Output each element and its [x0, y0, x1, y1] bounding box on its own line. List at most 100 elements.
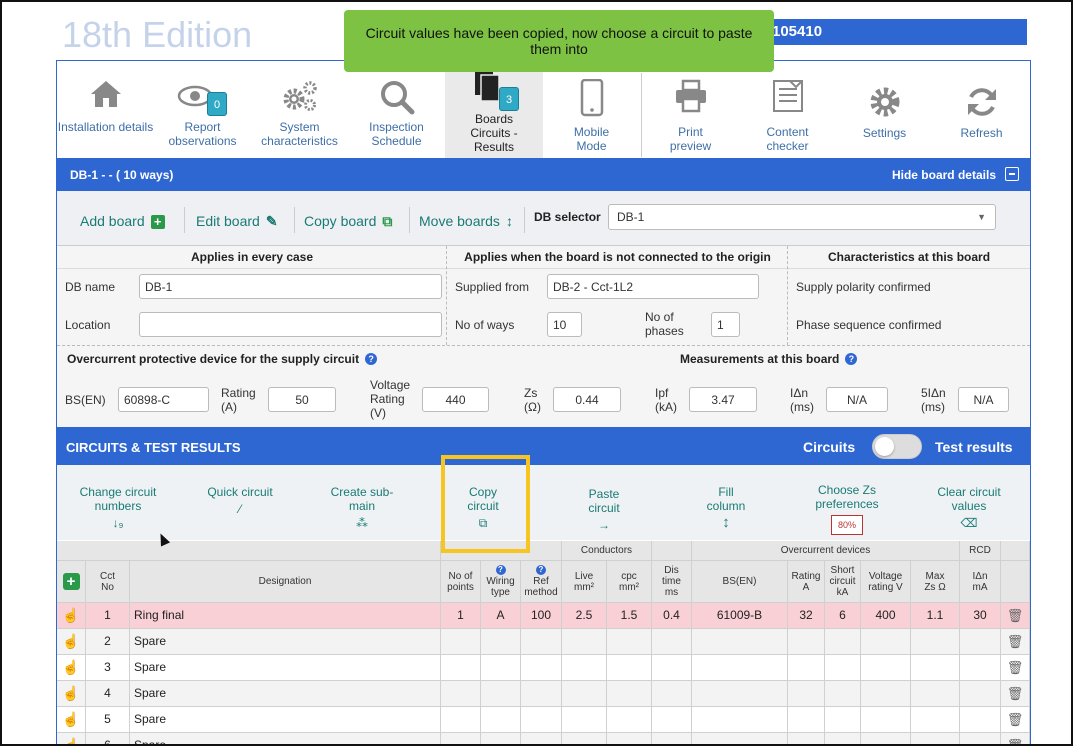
tool-settings[interactable]: Settings: [836, 61, 933, 158]
circuit-cell-maxzs[interactable]: [911, 681, 960, 707]
change-circuit-numbers-button[interactable]: Change circuit numbers ↓₉: [73, 485, 163, 530]
clear-circuit-values-button[interactable]: Clear circuit values ⌫: [927, 485, 1011, 530]
circuit-cell-rating[interactable]: [788, 629, 825, 655]
circuit-cell-short[interactable]: [825, 629, 861, 655]
tool-system-characteristics[interactable]: System characteristics: [251, 61, 348, 158]
circuit-cell-idn[interactable]: [960, 681, 1001, 707]
trash-icon[interactable]: 🗑: [1006, 738, 1024, 746]
circuit-cell-idn[interactable]: [960, 629, 1001, 655]
tool-content-checker[interactable]: Content checker: [739, 61, 836, 158]
help-icon[interactable]: ?: [845, 353, 858, 365]
circuit-cell-idn[interactable]: [960, 733, 1001, 746]
trash-icon[interactable]: 🗑: [1006, 608, 1024, 623]
circuit-cell-cpc[interactable]: [607, 733, 652, 746]
circuit-cell-bsen[interactable]: [692, 707, 788, 733]
circuit-cell-volt[interactable]: [861, 707, 911, 733]
circuit-cell-idn[interactable]: [960, 707, 1001, 733]
hand-pointer-icon[interactable]: ☝: [62, 633, 80, 649]
trash-icon[interactable]: 🗑: [1006, 686, 1024, 701]
circuit-cell-rating[interactable]: 32: [788, 603, 825, 629]
circuit-cell-volt[interactable]: [861, 629, 911, 655]
circuit-cell-cpc[interactable]: [607, 655, 652, 681]
circuit-cell-points[interactable]: [441, 629, 481, 655]
circuit-cell-idn[interactable]: [960, 655, 1001, 681]
circuit-cell-dis[interactable]: [652, 733, 692, 746]
circuit-cell-maxzs[interactable]: [911, 707, 960, 733]
circuit-cell-no[interactable]: 2: [86, 629, 130, 655]
hand-pointer-icon[interactable]: ☝: [62, 685, 80, 701]
bsen-field[interactable]: 60898-C: [118, 387, 209, 412]
circuit-cell-cpc[interactable]: 1.5: [607, 603, 652, 629]
circuit-cell-dis[interactable]: [652, 681, 692, 707]
circuit-cell-maxzs[interactable]: [911, 629, 960, 655]
circuit-cell-no[interactable]: 5: [86, 707, 130, 733]
circuit-cell-dis[interactable]: [652, 629, 692, 655]
location-field[interactable]: [139, 312, 442, 337]
circuit-cell-rating[interactable]: [788, 733, 825, 746]
tool-report-observations[interactable]: 0 Report observations: [154, 61, 251, 158]
circuit-cell-idn[interactable]: 30: [960, 603, 1001, 629]
circuit-cell-no[interactable]: 1: [86, 603, 130, 629]
hand-pointer-icon[interactable]: ☝: [62, 659, 80, 675]
trash-icon[interactable]: 🗑: [1006, 634, 1024, 649]
circuit-cell-maxzs[interactable]: [911, 655, 960, 681]
circuit-cell-live[interactable]: [562, 707, 607, 733]
circuit-cell-no[interactable]: 6: [86, 733, 130, 746]
circuit-cell-rating[interactable]: [788, 707, 825, 733]
add-board-button[interactable]: Add board +: [80, 213, 165, 229]
circuit-cell-rating[interactable]: [788, 655, 825, 681]
trash-icon[interactable]: 🗑: [1006, 712, 1024, 727]
copy-circuit-button[interactable]: Copy circuit ⧉: [455, 485, 511, 530]
circuit-cell-short[interactable]: 6: [825, 603, 861, 629]
circuit-cell-bsen[interactable]: [692, 681, 788, 707]
fill-column-button[interactable]: Fill column ↕: [701, 485, 751, 530]
circuit-cell-cpc[interactable]: [607, 707, 652, 733]
create-sub-main-button[interactable]: Create sub-main ⁂: [327, 485, 397, 530]
circuit-cell-live[interactable]: [562, 655, 607, 681]
circuit-cell-cpc[interactable]: [607, 681, 652, 707]
circuit-cell-points[interactable]: [441, 655, 481, 681]
circuit-cell-bsen[interactable]: [692, 629, 788, 655]
circuit-cell-designation[interactable]: Spare: [130, 681, 441, 707]
circuit-cell-wiring[interactable]: [481, 707, 521, 733]
circuit-cell-points[interactable]: [441, 733, 481, 746]
add-circuit-button[interactable]: +: [62, 573, 80, 590]
circuit-cell-volt[interactable]: 400: [861, 603, 911, 629]
circuit-cell-wiring[interactable]: [481, 629, 521, 655]
circuit-cell-dis[interactable]: [652, 707, 692, 733]
circuit-cell-short[interactable]: [825, 707, 861, 733]
idn5-field[interactable]: N/A: [958, 387, 1009, 412]
circuit-cell-designation[interactable]: Spare: [130, 655, 441, 681]
no-of-ways-field[interactable]: 10: [547, 312, 582, 337]
circuit-cell-wiring[interactable]: [481, 733, 521, 746]
circuit-cell-volt[interactable]: [861, 733, 911, 746]
circuit-cell-live[interactable]: [562, 681, 607, 707]
circuit-cell-bsen[interactable]: 61009-B: [692, 603, 788, 629]
copy-board-button[interactable]: Copy board ⧉: [304, 213, 392, 230]
supplied-from-field[interactable]: DB-2 - Cct-1L2: [547, 274, 759, 299]
tool-print-preview[interactable]: Print preview: [642, 61, 739, 158]
help-icon[interactable]: ?: [365, 353, 378, 365]
circuit-cell-ref[interactable]: [521, 733, 562, 746]
voltage-rating-field[interactable]: 440: [422, 387, 489, 412]
hand-pointer-icon[interactable]: ☝: [62, 607, 80, 623]
circuit-cell-bsen[interactable]: [692, 655, 788, 681]
tool-refresh[interactable]: Refresh: [933, 61, 1030, 158]
circuit-cell-short[interactable]: [825, 681, 861, 707]
hand-pointer-icon[interactable]: ☝: [62, 737, 80, 746]
circuit-cell-points[interactable]: [441, 681, 481, 707]
no-of-phases-field[interactable]: 1: [711, 312, 740, 337]
circuit-cell-points[interactable]: 1: [441, 603, 481, 629]
edit-board-button[interactable]: Edit board ✎: [196, 213, 278, 230]
hide-board-details-link[interactable]: Hide board details: [891, 168, 996, 182]
circuit-cell-no[interactable]: 4: [86, 681, 130, 707]
tool-installation-details[interactable]: Installation details: [57, 61, 154, 158]
circuit-cell-live[interactable]: [562, 733, 607, 746]
circuit-cell-wiring[interactable]: A: [481, 603, 521, 629]
idn-field[interactable]: N/A: [826, 387, 888, 412]
hand-pointer-icon[interactable]: ☝: [62, 711, 80, 727]
circuit-cell-ref[interactable]: 100: [521, 603, 562, 629]
circuit-cell-wiring[interactable]: [481, 681, 521, 707]
circuit-cell-designation[interactable]: Spare: [130, 707, 441, 733]
circuit-cell-maxzs[interactable]: [911, 733, 960, 746]
